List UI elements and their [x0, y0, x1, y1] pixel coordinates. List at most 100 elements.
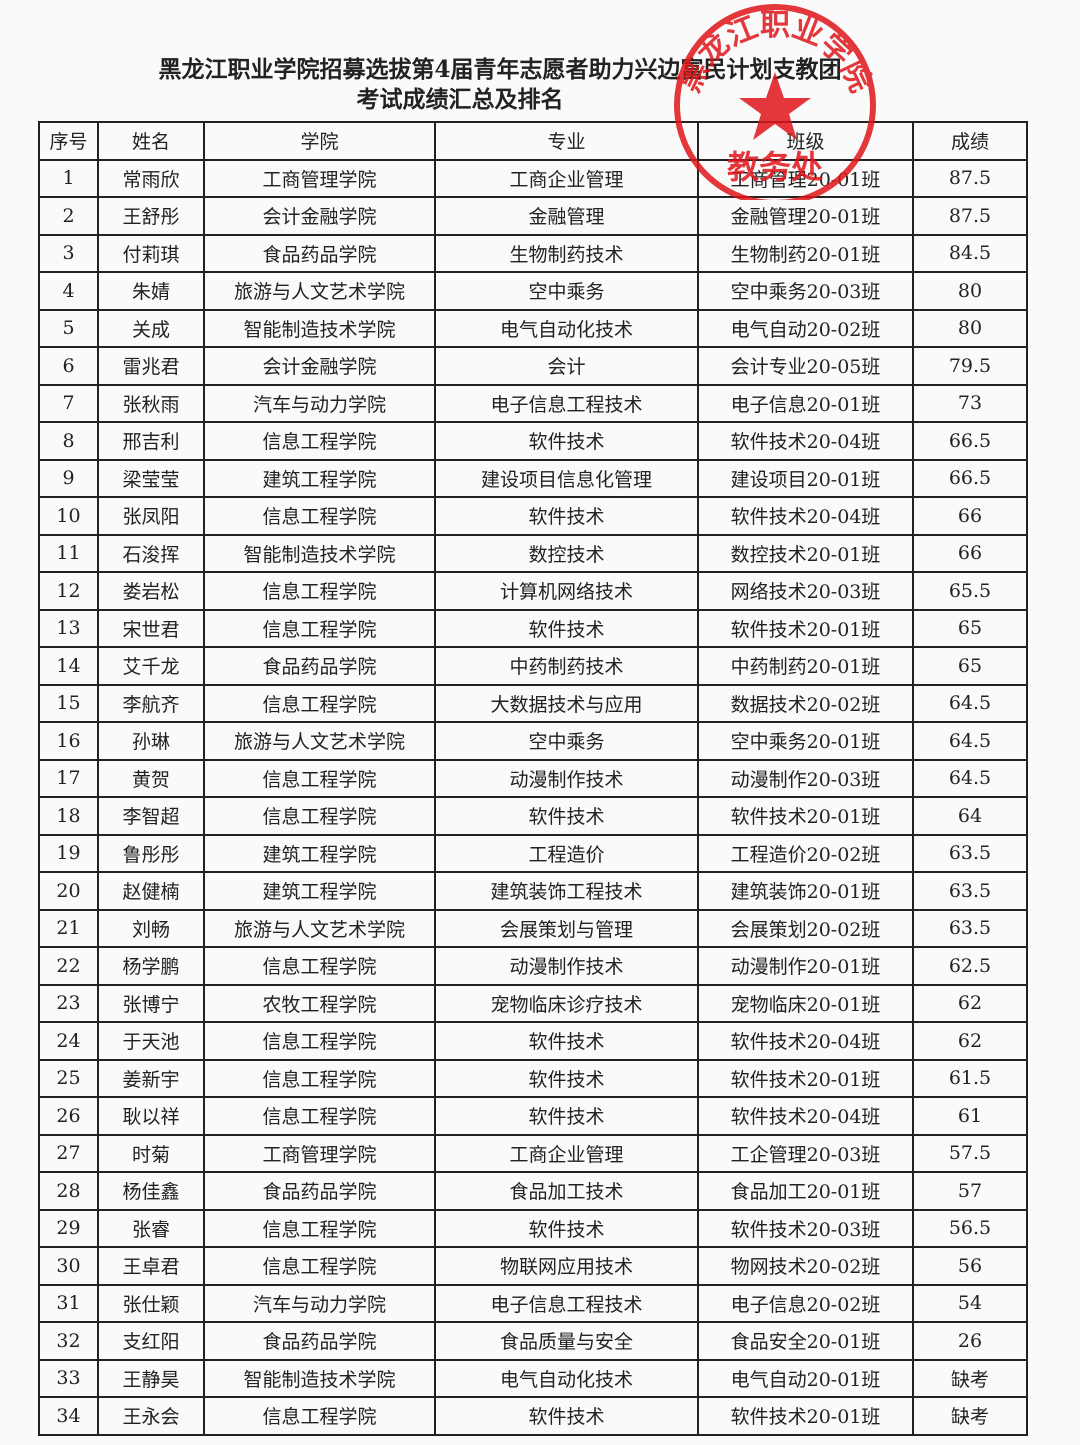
header-cell: 专业: [434, 121, 699, 161]
table-cell: 软件技术20-01班: [697, 608, 914, 648]
table-cell: 食品药品学院: [203, 646, 436, 686]
table-cell: 79.5: [912, 346, 1028, 386]
table-cell: 杨佳鑫: [97, 1171, 205, 1211]
table-cell: 建设项目20-01班: [697, 458, 914, 498]
table-row: 33 王静昊 智能制造技术学院 电气自动化技术 电气自动20-01班 缺考: [38, 1358, 1028, 1398]
table-cell: 66: [912, 533, 1028, 573]
table-row: 14 艾千龙 食品药品学院 中药制药技术 中药制药20-01班 65: [38, 646, 1028, 686]
table-cell: 李航齐: [97, 683, 205, 723]
table-cell: 20: [38, 871, 99, 911]
table-cell: 姜新宇: [97, 1058, 205, 1098]
table-cell: 中药制药20-01班: [697, 646, 914, 686]
table-cell: 电气自动化技术: [434, 308, 699, 348]
table-row: 29 张睿 信息工程学院 软件技术 软件技术20-03班 56.5: [38, 1208, 1028, 1248]
table-cell: 智能制造技术学院: [203, 533, 436, 573]
table-cell: 娄岩松: [97, 571, 205, 611]
table-cell: 57.5: [912, 1133, 1028, 1173]
table-cell: 工商企业管理: [434, 1133, 699, 1173]
table-cell: 邢吉利: [97, 421, 205, 461]
table-cell: 63.5: [912, 871, 1028, 911]
table-cell: 建筑工程学院: [203, 833, 436, 873]
table-cell: 65: [912, 608, 1028, 648]
table-cell: 软件技术: [434, 1021, 699, 1061]
table-cell: 会计: [434, 346, 699, 386]
table-cell: 生物制药20-01班: [697, 233, 914, 273]
table-cell: 63.5: [912, 908, 1028, 948]
table-cell: 信息工程学院: [203, 571, 436, 611]
table-row: 25 姜新宇 信息工程学院 软件技术 软件技术20-01班 61.5: [38, 1058, 1028, 1098]
header-cell: 学院: [203, 121, 436, 161]
table-cell: 旅游与人文艺术学院: [203, 721, 436, 761]
table-cell: 信息工程学院: [203, 1058, 436, 1098]
table-cell: 84.5: [912, 233, 1028, 273]
table-cell: 张秋雨: [97, 383, 205, 423]
table-row: 20 赵健楠 建筑工程学院 建筑装饰工程技术 建筑装饰20-01班 63.5: [38, 871, 1028, 911]
table-row: 2 王舒彤 会计金融学院 金融管理 金融管理20-01班 87.5: [38, 196, 1028, 236]
table-cell: 80: [912, 308, 1028, 348]
table-cell: 空中乘务: [434, 721, 699, 761]
table-cell: 软件技术20-04班: [697, 496, 914, 536]
table-cell: 29: [38, 1208, 99, 1248]
table-cell: 工商管理学院: [203, 1133, 436, 1173]
table-cell: 信息工程学院: [203, 608, 436, 648]
table-cell: 64: [912, 796, 1028, 836]
table-cell: 数据技术20-02班: [697, 683, 914, 723]
table-cell: 2: [38, 196, 99, 236]
table-cell: 赵健楠: [97, 871, 205, 911]
table-cell: 31: [38, 1283, 99, 1323]
table-cell: 27: [38, 1133, 99, 1173]
table-cell: 杨学鹏: [97, 946, 205, 986]
table-cell: 电气自动化技术: [434, 1358, 699, 1398]
table-cell: 软件技术: [434, 421, 699, 461]
table-cell: 汽车与动力学院: [203, 1283, 436, 1323]
header-cell: 序号: [38, 121, 99, 161]
table-cell: 17: [38, 758, 99, 798]
table-cell: 24: [38, 1021, 99, 1061]
table-cell: 33: [38, 1358, 99, 1398]
table-cell: 金融管理: [434, 196, 699, 236]
header-cell: 成绩: [912, 121, 1028, 161]
table-cell: 26: [38, 1096, 99, 1136]
table-cell: 物联网应用技术: [434, 1246, 699, 1286]
table-cell: 食品质量与安全: [434, 1321, 699, 1361]
table-cell: 建筑工程学院: [203, 458, 436, 498]
table-cell: 建筑装饰工程技术: [434, 871, 699, 911]
table-cell: 21: [38, 908, 99, 948]
table-cell: 数控技术: [434, 533, 699, 573]
table-row: 18 李智超 信息工程学院 软件技术 软件技术20-01班 64: [38, 796, 1028, 836]
table-row: 17 黄贺 信息工程学院 动漫制作技术 动漫制作20-03班 64.5: [38, 758, 1028, 798]
table-cell: 8: [38, 421, 99, 461]
table-row: 13 宋世君 信息工程学院 软件技术 软件技术20-01班 65: [38, 608, 1028, 648]
table-cell: 64.5: [912, 758, 1028, 798]
table-cell: 动漫制作技术: [434, 758, 699, 798]
table-cell: 动漫制作20-01班: [697, 946, 914, 986]
table-cell: 网络技术20-03班: [697, 571, 914, 611]
table-cell: 时菊: [97, 1133, 205, 1173]
title: 黑龙江职业学院招募选拔第4届青年志愿者助力兴边富民计划支教团: [158, 56, 842, 83]
table-cell: 食品药品学院: [203, 233, 436, 273]
table-cell: 软件技术: [434, 1096, 699, 1136]
table-cell: 25: [38, 1058, 99, 1098]
table-cell: 计算机网络技术: [434, 571, 699, 611]
table-cell: 22: [38, 946, 99, 986]
table-cell: 王永会: [97, 1396, 205, 1436]
table-cell: 软件技术: [434, 796, 699, 836]
table-row: 11 石浚挥 智能制造技术学院 数控技术 数控技术20-01班 66: [38, 533, 1028, 573]
table-cell: 黄贺: [97, 758, 205, 798]
table-cell: 电气自动20-01班: [697, 1358, 914, 1398]
table-cell: 汽车与动力学院: [203, 383, 436, 423]
table-cell: 34: [38, 1396, 99, 1436]
table-cell: 空中乘务20-03班: [697, 271, 914, 311]
table-cell: 80: [912, 271, 1028, 311]
table-cell: 雷兆君: [97, 346, 205, 386]
table-cell: 艾千龙: [97, 646, 205, 686]
table-row: 22 杨学鹏 信息工程学院 动漫制作技术 动漫制作20-01班 62.5: [38, 946, 1028, 986]
table-cell: 15: [38, 683, 99, 723]
table-cell: 18: [38, 796, 99, 836]
table-cell: 23: [38, 983, 99, 1023]
table-cell: 食品加工技术: [434, 1171, 699, 1211]
stamp: 黑龙江职业学院 教务处: [672, 4, 878, 200]
table-cell: 62: [912, 1021, 1028, 1061]
table-row: 16 孙琳 旅游与人文艺术学院 空中乘务 空中乘务20-01班 64.5: [38, 721, 1028, 761]
